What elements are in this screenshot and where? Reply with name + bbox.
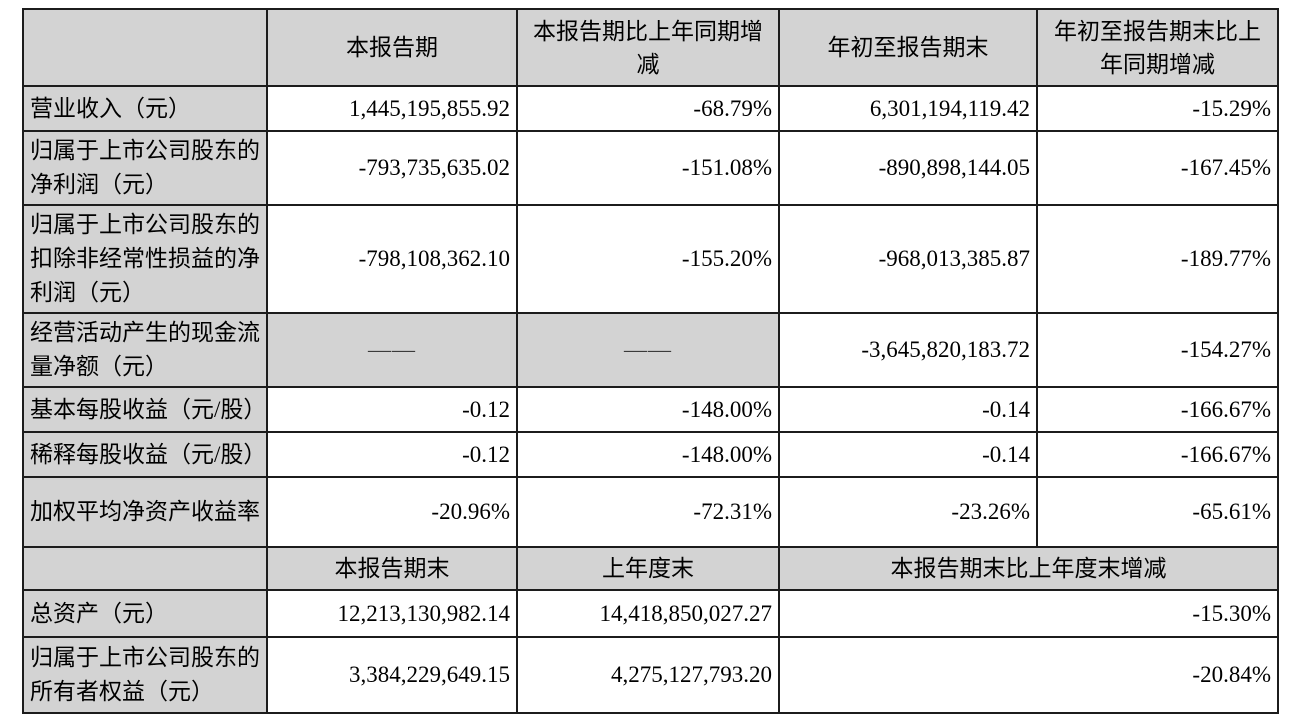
value-cell: 12,213,130,982.14 — [266, 589, 518, 638]
row-label: 基本每股收益（元/股） — [22, 386, 268, 433]
value-cell: -189.77% — [1036, 204, 1279, 314]
header-ytd-yoy: 年初至报告期末比上年同期增减 — [1036, 8, 1279, 87]
table-row: 归属于上市公司股东的净利润（元） -793,735,635.02 -151.08… — [22, 130, 1279, 206]
value-cell: 3,384,229,649.15 — [266, 636, 518, 714]
table-row: 稀释每股收益（元/股） -0.12 -148.00% -0.14 -166.67… — [22, 431, 1279, 478]
value-cell: -3,645,820,183.72 — [778, 312, 1038, 388]
value-cell: -20.96% — [266, 476, 518, 548]
table-row: 总资产（元） 12,213,130,982.14 14,418,850,027.… — [22, 589, 1279, 638]
value-cell: -0.12 — [266, 431, 518, 478]
row-label: 经营活动产生的现金流量净额（元） — [22, 312, 268, 388]
value-cell: 14,418,850,027.27 — [516, 589, 780, 638]
value-cell: -166.67% — [1036, 386, 1279, 433]
value-cell: -968,013,385.87 — [778, 204, 1038, 314]
value-cell: -0.14 — [778, 431, 1038, 478]
value-cell: -166.67% — [1036, 431, 1279, 478]
value-cell: -0.14 — [778, 386, 1038, 433]
header-current-period: 本报告期 — [266, 8, 518, 87]
value-cell: -72.31% — [516, 476, 780, 548]
header-row-bottom: 本报告期末 上年度末 本报告期末比上年度末增减 — [22, 546, 1279, 591]
not-applicable-cell: —— — [266, 312, 518, 388]
not-applicable-cell: —— — [516, 312, 780, 388]
value-cell: -68.79% — [516, 85, 780, 132]
table-row: 归属于上市公司股东的所有者权益（元） 3,384,229,649.15 4,27… — [22, 636, 1279, 714]
row-label: 总资产（元） — [22, 589, 268, 638]
value-cell: -151.08% — [516, 130, 780, 206]
header-row-top: 本报告期 本报告期比上年同期增减 年初至报告期末 年初至报告期末比上年同期增减 — [22, 8, 1279, 87]
value-cell: -154.27% — [1036, 312, 1279, 388]
value-cell: -167.45% — [1036, 130, 1279, 206]
table-row: 基本每股收益（元/股） -0.12 -148.00% -0.14 -166.67… — [22, 386, 1279, 433]
value-cell: -793,735,635.02 — [266, 130, 518, 206]
row-label: 营业收入（元） — [22, 85, 268, 132]
table-row: 归属于上市公司股东的扣除非经常性损益的净利润（元） -798,108,362.1… — [22, 204, 1279, 314]
value-cell: -20.84% — [778, 636, 1279, 714]
value-cell: -0.12 — [266, 386, 518, 433]
value-cell: 6,301,194,119.42 — [778, 85, 1038, 132]
value-cell: -148.00% — [516, 431, 780, 478]
value-cell: -23.26% — [778, 476, 1038, 548]
table-row: 加权平均净资产收益率 -20.96% -72.31% -23.26% -65.6… — [22, 476, 1279, 548]
value-cell: -65.61% — [1036, 476, 1279, 548]
header-period-end: 本报告期末 — [266, 546, 518, 591]
header-blank-cell — [22, 8, 268, 87]
value-cell: -798,108,362.10 — [266, 204, 518, 314]
row-label: 加权平均净资产收益率 — [22, 476, 268, 548]
table-row: 营业收入（元） 1,445,195,855.92 -68.79% 6,301,1… — [22, 85, 1279, 132]
header-period-end-change: 本报告期末比上年度末增减 — [778, 546, 1279, 591]
value-cell: -15.30% — [778, 589, 1279, 638]
value-cell: -148.00% — [516, 386, 780, 433]
value-cell: -890,898,144.05 — [778, 130, 1038, 206]
table-row: 经营活动产生的现金流量净额（元） —— —— -3,645,820,183.72… — [22, 312, 1279, 388]
header-ytd: 年初至报告期末 — [778, 8, 1038, 87]
value-cell: 1,445,195,855.92 — [266, 85, 518, 132]
value-cell: -155.20% — [516, 204, 780, 314]
value-cell: -15.29% — [1036, 85, 1279, 132]
header-current-period-yoy: 本报告期比上年同期增减 — [516, 8, 780, 87]
header-prev-year-end: 上年度末 — [516, 546, 780, 591]
row-label: 归属于上市公司股东的所有者权益（元） — [22, 636, 268, 714]
financial-summary-table: 本报告期 本报告期比上年同期增减 年初至报告期末 年初至报告期末比上年同期增减 … — [22, 8, 1279, 714]
row-label: 归属于上市公司股东的扣除非经常性损益的净利润（元） — [22, 204, 268, 314]
header-blank-cell — [22, 546, 268, 591]
row-label: 归属于上市公司股东的净利润（元） — [22, 130, 268, 206]
row-label: 稀释每股收益（元/股） — [22, 431, 268, 478]
value-cell: 4,275,127,793.20 — [516, 636, 780, 714]
